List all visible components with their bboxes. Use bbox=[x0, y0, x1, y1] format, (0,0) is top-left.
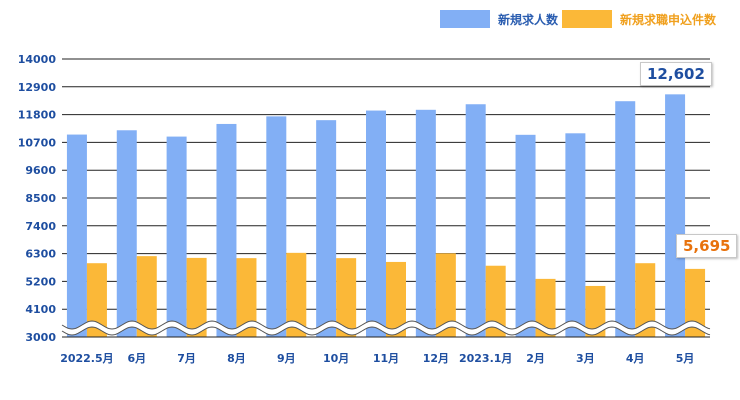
bar-applications bbox=[435, 253, 456, 337]
y-tick-label: 10700 bbox=[18, 136, 57, 149]
axis-break-line bbox=[61, 326, 711, 336]
bar-job-offers bbox=[465, 104, 486, 337]
x-tick-label: 12月 bbox=[423, 352, 449, 365]
bar-job-offers bbox=[166, 136, 187, 337]
y-tick-label: 3000 bbox=[25, 331, 56, 344]
x-tick-label: 2023.1月 bbox=[459, 352, 512, 365]
bar-applications bbox=[585, 285, 606, 337]
bar-job-offers bbox=[565, 133, 586, 337]
x-tick-label: 8月 bbox=[227, 352, 246, 365]
callout-job-offers-last: 12,602 bbox=[640, 62, 712, 86]
bar-applications bbox=[286, 252, 307, 337]
bar-job-offers bbox=[316, 120, 337, 337]
bar-applications bbox=[236, 258, 257, 337]
bar-job-offers bbox=[615, 101, 636, 338]
bar-applications bbox=[535, 278, 556, 337]
y-tick-label: 8500 bbox=[25, 192, 56, 205]
x-tick-label: 11月 bbox=[373, 352, 399, 365]
y-tick-label: 4100 bbox=[25, 303, 56, 316]
x-tick-label: 2月 bbox=[526, 352, 545, 365]
bar-job-offers bbox=[515, 134, 536, 337]
bar-applications bbox=[86, 263, 107, 337]
y-tick-label: 12900 bbox=[18, 81, 57, 94]
axis-break-line bbox=[61, 320, 711, 330]
x-tick-label: 7月 bbox=[177, 352, 196, 365]
x-tick-label: 4月 bbox=[626, 352, 645, 365]
y-tick-label: 7400 bbox=[25, 220, 56, 233]
y-tick-label: 11800 bbox=[18, 109, 57, 122]
bar-applications bbox=[386, 261, 406, 337]
legend-item-job-offers: 新規求人数 bbox=[440, 10, 558, 28]
axis-break-band bbox=[62, 321, 710, 335]
bar-job-offers bbox=[216, 123, 237, 337]
callout-applications-last: 5,695 bbox=[676, 234, 738, 258]
y-tick-label: 6300 bbox=[25, 248, 56, 261]
x-tick-label: 9月 bbox=[277, 352, 296, 365]
x-tick-label: 3月 bbox=[576, 352, 595, 365]
bar-applications bbox=[336, 258, 357, 337]
y-tick-label: 14000 bbox=[18, 53, 57, 66]
x-tick-label: 5月 bbox=[676, 352, 695, 365]
bar-job-offers bbox=[366, 110, 386, 337]
bar-job-offers bbox=[415, 109, 436, 337]
x-tick-label: 10月 bbox=[323, 352, 349, 365]
legend-item-applications: 新規求職申込件数 bbox=[562, 10, 716, 28]
legend-swatch-job-offers bbox=[440, 10, 490, 28]
x-tick-label: 6月 bbox=[127, 352, 146, 365]
bar-applications bbox=[136, 256, 157, 337]
bar-job-offers bbox=[266, 116, 287, 338]
legend-label-applications: 新規求職申込件数 bbox=[620, 12, 717, 27]
bar-applications bbox=[186, 257, 207, 337]
bar-job-offers bbox=[665, 94, 686, 338]
y-tick-label: 5200 bbox=[25, 275, 56, 288]
legend-swatch-applications bbox=[562, 10, 612, 28]
bar-job-offers bbox=[66, 134, 87, 337]
bar-applications bbox=[635, 263, 656, 337]
bar-job-offers bbox=[116, 130, 137, 337]
bar-applications bbox=[685, 268, 706, 337]
bar-applications bbox=[485, 265, 506, 337]
y-tick-label: 9600 bbox=[25, 164, 56, 177]
legend-label-job-offers: 新規求人数 bbox=[498, 12, 559, 27]
x-tick-label: 2022.5月 bbox=[60, 352, 113, 365]
